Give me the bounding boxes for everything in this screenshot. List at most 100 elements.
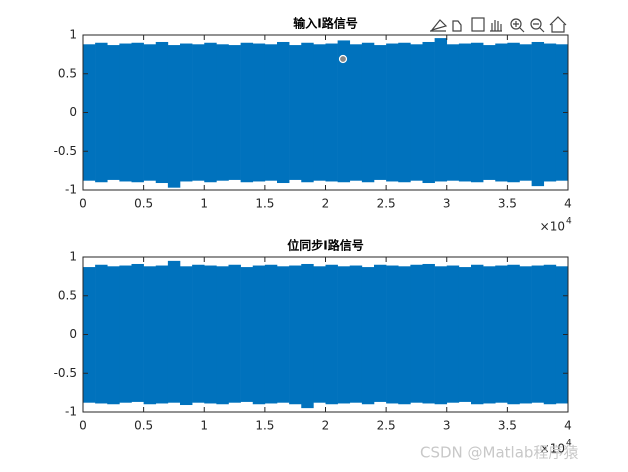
zoom-out-icon[interactable] [530,18,542,30]
x-tick-label: 0 [79,419,87,433]
signal-band [313,266,326,403]
y-tick-label: -0.5 [54,144,77,158]
signal-band [95,42,108,183]
signal-band [458,43,472,182]
signal-band [398,42,411,183]
x-exponent-base: ×10 [540,220,565,234]
x-tick-label: 2.5 [377,419,396,433]
signal-band [180,43,193,182]
x-tick-label: 0.5 [134,197,153,211]
toolbar[interactable] [430,16,567,33]
signal-band [434,38,448,182]
x-tick-label: 3 [443,419,451,433]
watermark: CSDN @Matlab程序猿 [420,444,578,462]
signal-band [349,265,363,403]
x-tick-label: 2 [322,197,330,211]
datatip-icon[interactable] [452,20,462,32]
signal-band [155,41,169,184]
signal-band [519,44,532,181]
signal-band [301,263,314,409]
y-tick-label: 0 [69,105,77,119]
signal-band [107,45,120,180]
x-exponent-power: 4 [566,217,572,227]
signal-band [264,264,278,404]
zoom-out-glyph[interactable] [533,23,545,33]
signal-band [398,266,411,405]
x-tick-label: 1.5 [255,419,274,433]
x-tick-label: 2 [322,419,330,433]
signal-band [192,44,205,181]
x-tick-label: 3.5 [498,197,517,211]
signal-band [204,265,217,404]
signal-band [240,42,254,183]
y-tick-label: -1 [65,183,77,197]
signal-band [289,45,302,180]
signal-band [228,45,241,180]
y-tick-label: 1 [69,28,77,42]
signal-band [204,42,217,183]
signal-band [143,266,157,405]
signal-band [531,41,545,187]
signal-band [289,265,302,405]
signal-band [277,41,290,184]
signal-band [386,265,399,404]
signal-band [180,266,193,406]
signal-band [192,264,205,403]
signal-band [95,264,108,404]
signal-band [301,42,314,183]
x-tick-label: 4 [564,419,572,433]
signal-band [143,44,157,181]
axes-title: 输入I路信号 [293,16,357,31]
x-tick-label: 0.5 [134,419,153,433]
signal-band [495,265,508,403]
signal-band [507,264,520,405]
signal-band [386,43,399,182]
signal-band [264,44,278,181]
signal-band [471,42,484,183]
axes-title: 位同步I路信号 [287,238,363,253]
zoom-in-glyph[interactable] [513,21,525,33]
signal-band [555,266,569,404]
x-tick-label: 1 [200,197,208,211]
y-tick-label: 0.5 [58,288,77,302]
datatip-marker [338,54,348,64]
y-tick-label: -0.5 [54,366,77,380]
signal-band [361,267,375,405]
signal-band [216,266,229,405]
signal-band [216,44,229,181]
signal-band [483,266,496,404]
signal-band [131,42,144,183]
signal-band [434,266,448,405]
legend-icon[interactable] [471,17,485,32]
signal-band [374,45,387,180]
signal-band [361,42,375,183]
x-tick-label: 1.5 [255,197,274,211]
signal-band [155,265,169,404]
x-exponent-base: ×10 [540,442,565,456]
y-tick-label: -1 [65,405,77,419]
signal-band [531,265,545,403]
x-tick-label: 3 [443,197,451,211]
signal-band [519,266,532,404]
signal-band [349,44,363,181]
x-tick-label: 0 [79,197,87,211]
home-icon[interactable] [549,16,567,33]
signal-band [483,45,496,180]
signal-band [422,263,435,404]
signal-band [458,267,472,402]
brush-icon[interactable] [430,19,448,32]
pan-icon[interactable] [490,20,502,32]
signal-band [325,264,338,405]
y-tick-label: 0.5 [58,66,77,80]
signal-band [446,265,460,403]
signal-band [422,41,435,184]
signal-band [277,266,290,403]
y-tick-label: 0 [69,327,77,341]
signal-band [107,266,120,405]
x-tick-label: 2.5 [377,197,396,211]
signal-band [374,264,387,402]
signal-band [543,43,557,182]
signal-band [131,263,144,402]
zoom-in-icon[interactable] [510,18,522,30]
signal-band [83,267,96,403]
